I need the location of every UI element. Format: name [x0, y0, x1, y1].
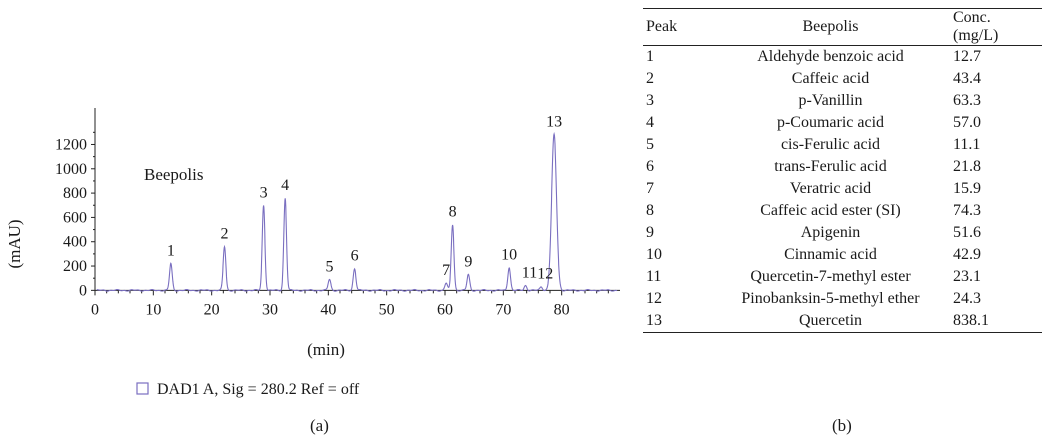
peak-label-6: 6 — [351, 247, 359, 264]
x-tick-label: 20 — [204, 301, 220, 318]
table-row: 1 Aldehyde benzoic acid 12.7 — [643, 46, 1042, 69]
cell-compound: trans-Ferulic acid — [774, 158, 887, 175]
cell-compound: p-Vanillin — [798, 92, 863, 109]
header-peak: Peak — [646, 18, 678, 35]
cell-compound: Caffeic acid ester (SI) — [760, 202, 901, 219]
y-axis-label: (mAU) — [5, 219, 24, 268]
x-axis-label: (min) — [307, 340, 345, 359]
panel-caption-b: (b) — [832, 416, 852, 435]
cell-peak: 3 — [646, 92, 654, 109]
y-tick-label: 1000 — [55, 161, 87, 178]
peak-label-11: 11 — [522, 264, 537, 281]
table-row: 13 Quercetin 838.1 — [643, 310, 1042, 333]
y-tick-label: 1200 — [55, 136, 87, 153]
cell-compound: cis-Ferulic acid — [780, 136, 881, 153]
table-header-row: Peak Beepolis Conc. (mg/L) — [643, 8, 1042, 46]
table-row: 4 p-Coumaric acid 57.0 — [643, 112, 1042, 134]
y-tick-label: 600 — [63, 209, 87, 226]
cell-peak: 10 — [646, 246, 662, 263]
cell-compound: Aldehyde benzoic acid — [757, 48, 904, 65]
cell-peak: 11 — [646, 268, 662, 285]
cell-concentration: 11.1 — [953, 136, 981, 153]
cell-peak: 4 — [646, 114, 654, 131]
legend-swatch — [136, 382, 149, 395]
cell-peak: 9 — [646, 224, 654, 241]
peak-label-7: 7 — [442, 262, 450, 279]
header-concentration: Conc. (mg/L) — [953, 9, 999, 44]
cell-concentration: 57.0 — [953, 114, 981, 131]
chromatogram-chart: 0 200 400 600 800 1000 1200 0 10 20 30 40 50 60 70 80 1… — [5, 108, 620, 398]
table-row: 11 Quercetin-7-methyl ester 23.1 — [643, 266, 1042, 288]
y-tick-label: 0 — [79, 282, 87, 299]
x-tick-label: 50 — [379, 301, 395, 318]
y-tick-label: 200 — [63, 258, 87, 275]
cell-peak: 1 — [646, 48, 654, 65]
peak-label-3: 3 — [260, 184, 268, 201]
cell-concentration: 51.6 — [953, 224, 981, 241]
table-row: 2 Caffeic acid 43.4 — [643, 68, 1042, 90]
cell-compound: Caffeic acid — [791, 70, 870, 87]
peak-label-4: 4 — [281, 177, 289, 194]
compound-table: Peak Beepolis Conc. (mg/L) 1 Aldehyde ben… — [643, 8, 1042, 333]
cell-compound: Quercetin — [798, 312, 863, 329]
cell-concentration: 43.4 — [953, 70, 981, 87]
peak-label-12: 12 — [537, 266, 553, 283]
sample-annotation: Beepolis — [144, 165, 204, 184]
cell-compound: p-Coumaric acid — [776, 114, 885, 131]
x-tick-label: 70 — [495, 301, 511, 318]
cell-compound: Pinobanksin-5-methyl ether — [741, 290, 920, 307]
header-compound: Beepolis — [802, 18, 859, 35]
x-tick-label: 40 — [320, 301, 336, 318]
chromatogram-trace — [96, 131, 618, 292]
table-row: 7 Veratric acid 15.9 — [643, 178, 1042, 200]
peak-label-13: 13 — [546, 114, 562, 131]
peak-label-9: 9 — [464, 254, 472, 271]
table-row: 9 Apigenin 51.6 — [643, 222, 1042, 244]
table-row: 6 trans-Ferulic acid 21.8 — [643, 156, 1042, 178]
cell-compound: Cinnamic acid — [784, 246, 877, 263]
cell-concentration: 24.3 — [953, 290, 981, 307]
cell-peak: 5 — [646, 136, 654, 153]
peak-label-5: 5 — [326, 258, 334, 275]
table-row: 12 Pinobanksin-5-methyl ether 24.3 — [643, 288, 1042, 310]
cell-compound: Apigenin — [800, 224, 861, 241]
legend-label: DAD1 A, Sig = 280.2 Ref = off — [157, 381, 360, 398]
table-row: 3 p-Vanillin 63.3 — [643, 90, 1042, 112]
cell-peak: 7 — [646, 180, 654, 197]
peak-label-10: 10 — [501, 246, 517, 263]
cell-compound: Veratric acid — [789, 180, 872, 197]
y-tick-label: 800 — [63, 185, 87, 202]
cell-peak: 2 — [646, 70, 654, 87]
x-tick-label: 80 — [554, 301, 570, 318]
table-row: 10 Cinnamic acid 42.9 — [643, 244, 1042, 266]
y-tick-label: 400 — [63, 234, 87, 251]
cell-concentration: 838.1 — [953, 312, 989, 329]
table-body: 1 Aldehyde benzoic acid 12.7 2 Caffeic acid 4… — [643, 46, 1042, 333]
x-tick-label: 30 — [262, 301, 278, 318]
cell-concentration: 15.9 — [953, 180, 981, 197]
chart-axes: 0 200 400 600 800 1000 1200 0 10 20 30 40 50 60 70 80 — [55, 108, 620, 318]
peak-label-1: 1 — [167, 243, 175, 260]
cell-peak: 6 — [646, 158, 654, 175]
x-tick-label: 10 — [145, 301, 161, 318]
cell-concentration: 12.7 — [953, 48, 981, 65]
cell-concentration: 63.3 — [953, 92, 981, 109]
x-tick-label: 60 — [437, 301, 453, 318]
cell-concentration: 74.3 — [953, 202, 981, 219]
cell-peak: 12 — [646, 290, 662, 307]
cell-concentration: 23.1 — [953, 268, 981, 285]
cell-peak: 8 — [646, 202, 654, 219]
peak-label-8: 8 — [449, 204, 457, 221]
x-tick-label: 0 — [91, 301, 99, 318]
panel-caption-a: (a) — [310, 416, 329, 435]
peak-label-2: 2 — [221, 226, 229, 243]
cell-peak: 13 — [646, 312, 662, 329]
cell-compound: Quercetin-7-methyl ester — [750, 268, 911, 285]
table-row: 5 cis-Ferulic acid 11.1 — [643, 134, 1042, 156]
cell-concentration: 21.8 — [953, 158, 981, 175]
cell-concentration: 42.9 — [953, 246, 981, 263]
table-row: 8 Caffeic acid ester (SI) 74.3 — [643, 200, 1042, 222]
